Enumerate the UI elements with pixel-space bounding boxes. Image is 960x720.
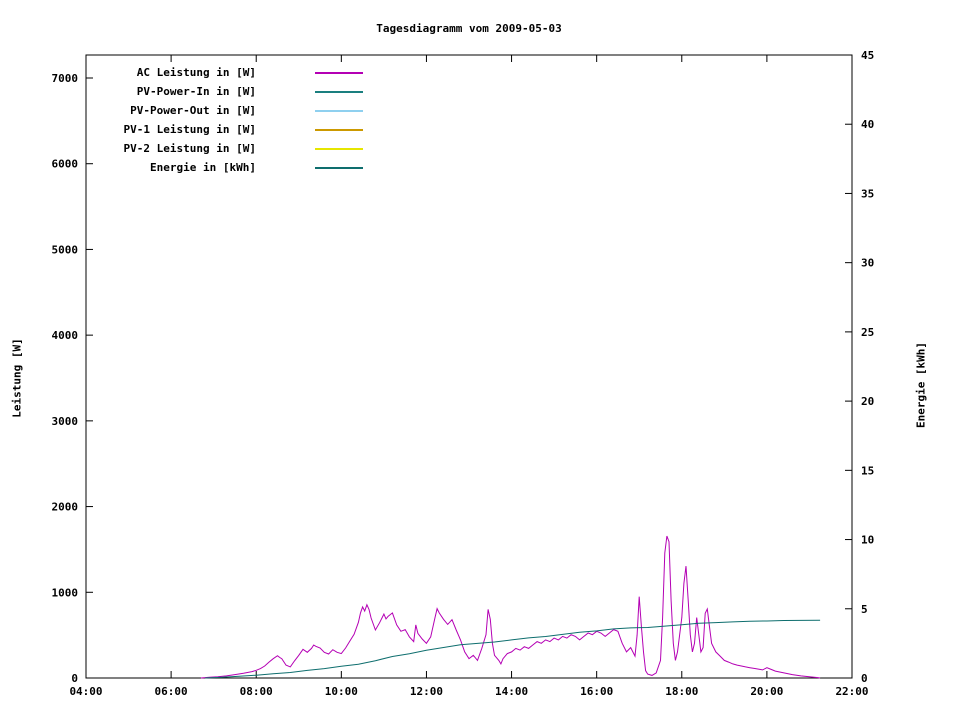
left-tick-label: 4000 [52,329,79,342]
chart-title: Tagesdiagramm vom 2009-05-03 [376,22,562,35]
x-tick-label: 08:00 [240,685,273,698]
x-tick-label: 20:00 [750,685,783,698]
right-tick-label: 10 [861,534,874,547]
legend-item-energie: Energie in [kWh] [86,158,363,177]
x-tick-label: 12:00 [410,685,443,698]
legend-item-pv2-leistung: PV-2 Leistung in [W] [86,139,363,158]
legend-line-sample [315,109,363,112]
right-tick-label: 40 [861,118,874,131]
legend-label: PV-2 Leistung in [W] [123,142,256,155]
left-tick-label: 0 [71,672,78,685]
left-tick-label: 5000 [52,243,79,256]
left-tick-label: 2000 [52,501,79,514]
left-tick-label: 6000 [52,158,79,171]
right-tick-label: 20 [861,395,874,408]
series-line [200,535,821,679]
x-tick-label: 18:00 [665,685,698,698]
left-tick-label: 3000 [52,415,79,428]
legend-item-pv1-leistung: PV-1 Leistung in [W] [86,120,363,139]
legend: AC Leistung in [W] PV-Power-In in [W] PV… [86,63,363,177]
legend-line-sample [315,90,363,93]
x-tick-label: 04:00 [69,685,102,698]
left-axis-label: Leistung [W] [10,338,24,418]
legend-label: AC Leistung in [W] [136,66,256,79]
right-tick-label: 35 [861,187,874,200]
right-tick-label: 15 [861,464,874,477]
plot-border [85,54,853,679]
legend-item-pv-power-out: PV-Power-Out in [W] [86,101,363,120]
right-tick-label: 45 [861,49,874,62]
legend-label: PV-1 Leistung in [W] [123,123,256,136]
legend-item-ac-leistung: AC Leistung in [W] [86,63,363,82]
right-tick-label: 30 [861,257,874,270]
legend-label: PV-Power-Out in [W] [130,104,256,117]
x-tick-label: 16:00 [580,685,613,698]
legend-label: PV-Power-In in [W] [136,85,256,98]
series-line [205,619,821,679]
legend-label: Energie in [kWh] [150,161,256,174]
left-tick-label: 7000 [52,72,79,85]
legend-item-pv-power-in: PV-Power-In in [W] [86,82,363,101]
left-tick-label: 1000 [52,586,79,599]
x-tick-label: 06:00 [155,685,188,698]
legend-line-sample [315,128,363,131]
legend-line-sample [315,147,363,150]
right-tick-label: 0 [861,672,868,685]
legend-line-sample [315,166,363,169]
x-tick-label: 14:00 [495,685,528,698]
right-tick-label: 5 [861,603,868,616]
x-tick-label: 22:00 [835,685,868,698]
right-tick-label: 25 [861,326,874,339]
legend-line-sample [315,71,363,74]
x-tick-label: 10:00 [325,685,358,698]
right-axis-label: Energie [kWh] [914,341,928,429]
